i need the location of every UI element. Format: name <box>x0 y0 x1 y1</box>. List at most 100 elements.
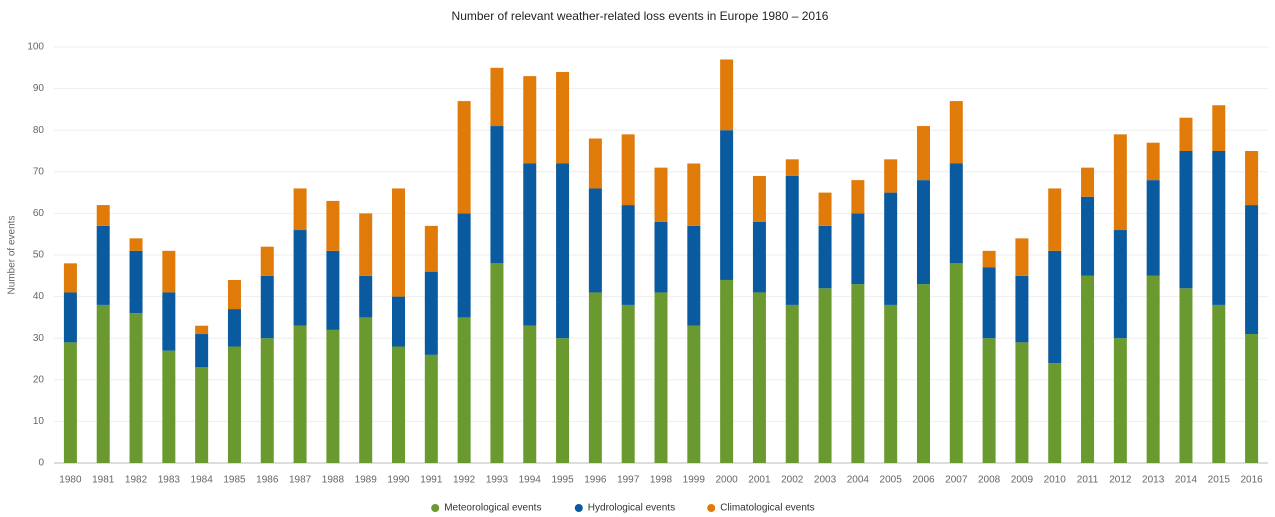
bar-segment <box>556 71 570 164</box>
bar-segment <box>1048 363 1062 463</box>
bar-segment <box>293 325 307 463</box>
bar-segment <box>129 313 143 463</box>
bar-segment <box>162 250 176 293</box>
bar-segment <box>424 225 438 272</box>
bar-segment <box>949 163 963 264</box>
bar-segment <box>752 221 766 293</box>
x-tick-label: 1996 <box>584 475 607 486</box>
x-tick-label: 2012 <box>1109 475 1132 486</box>
bar-segment <box>588 292 602 463</box>
x-tick-label: 2015 <box>1208 475 1231 486</box>
bar-segment <box>523 163 537 326</box>
bar-segment <box>129 250 143 314</box>
legend-marker <box>574 504 583 512</box>
bar-segment <box>1048 188 1062 251</box>
bar-segment <box>1081 196 1095 276</box>
bar-segment <box>490 67 504 127</box>
chart-title: Number of relevant weather-related loss … <box>452 9 829 23</box>
bar-segment <box>621 304 635 463</box>
x-tick-label: 1993 <box>486 475 509 486</box>
bar-segment <box>1113 338 1127 463</box>
bar-segment <box>227 346 241 463</box>
bar-segment <box>1146 180 1160 276</box>
bar-segment <box>916 126 930 181</box>
x-tick-label: 2016 <box>1240 475 1263 486</box>
y-tick-label: 20 <box>33 374 45 385</box>
bar-segment <box>884 192 898 305</box>
bar-segment <box>260 275 274 339</box>
bar-segment <box>523 76 537 164</box>
x-tick-label: 1980 <box>59 475 82 486</box>
bar-segment <box>1146 275 1160 463</box>
x-tick-label: 2008 <box>978 475 1001 486</box>
bar-segment <box>1081 275 1095 463</box>
bar-segment <box>588 188 602 293</box>
bar-segment <box>720 59 734 131</box>
bar-segment <box>457 101 471 214</box>
x-tick-label: 1998 <box>650 475 673 486</box>
bar-segment <box>129 238 143 251</box>
y-tick-label: 10 <box>33 416 45 427</box>
bar-segment <box>982 338 996 463</box>
bar-segment <box>1245 334 1259 463</box>
y-tick-label: 60 <box>33 208 45 219</box>
bar-segment <box>162 350 176 463</box>
x-tick-label: 1995 <box>551 475 574 486</box>
bar-segment <box>654 221 668 293</box>
legend-marker <box>431 504 440 512</box>
bar-segment <box>326 329 340 463</box>
x-tick-label: 2010 <box>1044 475 1067 486</box>
bar-segment <box>227 279 241 310</box>
bar-segment <box>359 317 373 463</box>
y-tick-label: 70 <box>33 166 45 177</box>
bar-segment <box>621 205 635 305</box>
bar-segment <box>851 284 865 463</box>
x-tick-label: 1990 <box>387 475 410 486</box>
bar-segment <box>326 250 340 330</box>
x-tick-label: 2002 <box>781 475 804 486</box>
bar-segment <box>293 188 307 231</box>
bar-segment <box>195 334 209 368</box>
x-tick-label: 1984 <box>191 475 214 486</box>
bar-segment <box>260 246 274 276</box>
bar-segment <box>63 263 77 293</box>
bar-segment <box>916 284 930 463</box>
bar-segment <box>523 325 537 463</box>
bar-segment <box>96 225 110 305</box>
x-tick-label: 1991 <box>420 475 443 486</box>
bar-segment <box>424 271 438 355</box>
x-tick-label: 1992 <box>453 475 476 486</box>
bar-segment <box>1245 205 1259 335</box>
bar-segment <box>785 304 799 463</box>
bar-segment <box>785 175 799 305</box>
bar-segment <box>195 367 209 463</box>
bar-segment <box>162 292 176 351</box>
bar-segment <box>359 275 373 318</box>
bar-segment <box>556 163 570 339</box>
bar-segment <box>1015 275 1029 343</box>
bar-segment <box>982 267 996 339</box>
x-tick-label: 1997 <box>617 475 640 486</box>
legend-label: Meteorological events <box>444 503 541 514</box>
x-tick-label: 2004 <box>847 475 870 486</box>
bar-segment <box>392 188 406 297</box>
x-tick-label: 2005 <box>880 475 903 486</box>
bar-segment <box>884 304 898 463</box>
bar-segment <box>1146 142 1160 181</box>
bar-segment <box>949 263 963 463</box>
bar-segment <box>687 163 701 226</box>
y-axis-label: Number of events <box>7 216 18 295</box>
bar-segment <box>884 159 898 193</box>
bar-segment <box>687 325 701 463</box>
bar-segment <box>687 225 701 326</box>
bar-segment <box>96 304 110 463</box>
bar-segment <box>818 192 832 226</box>
legend-label: Climatological events <box>720 503 815 514</box>
bar-segment <box>752 175 766 222</box>
x-tick-label: 2007 <box>945 475 968 486</box>
bar-segment <box>1179 117 1193 151</box>
bar-segment <box>752 292 766 463</box>
y-tick-label: 50 <box>33 250 45 261</box>
